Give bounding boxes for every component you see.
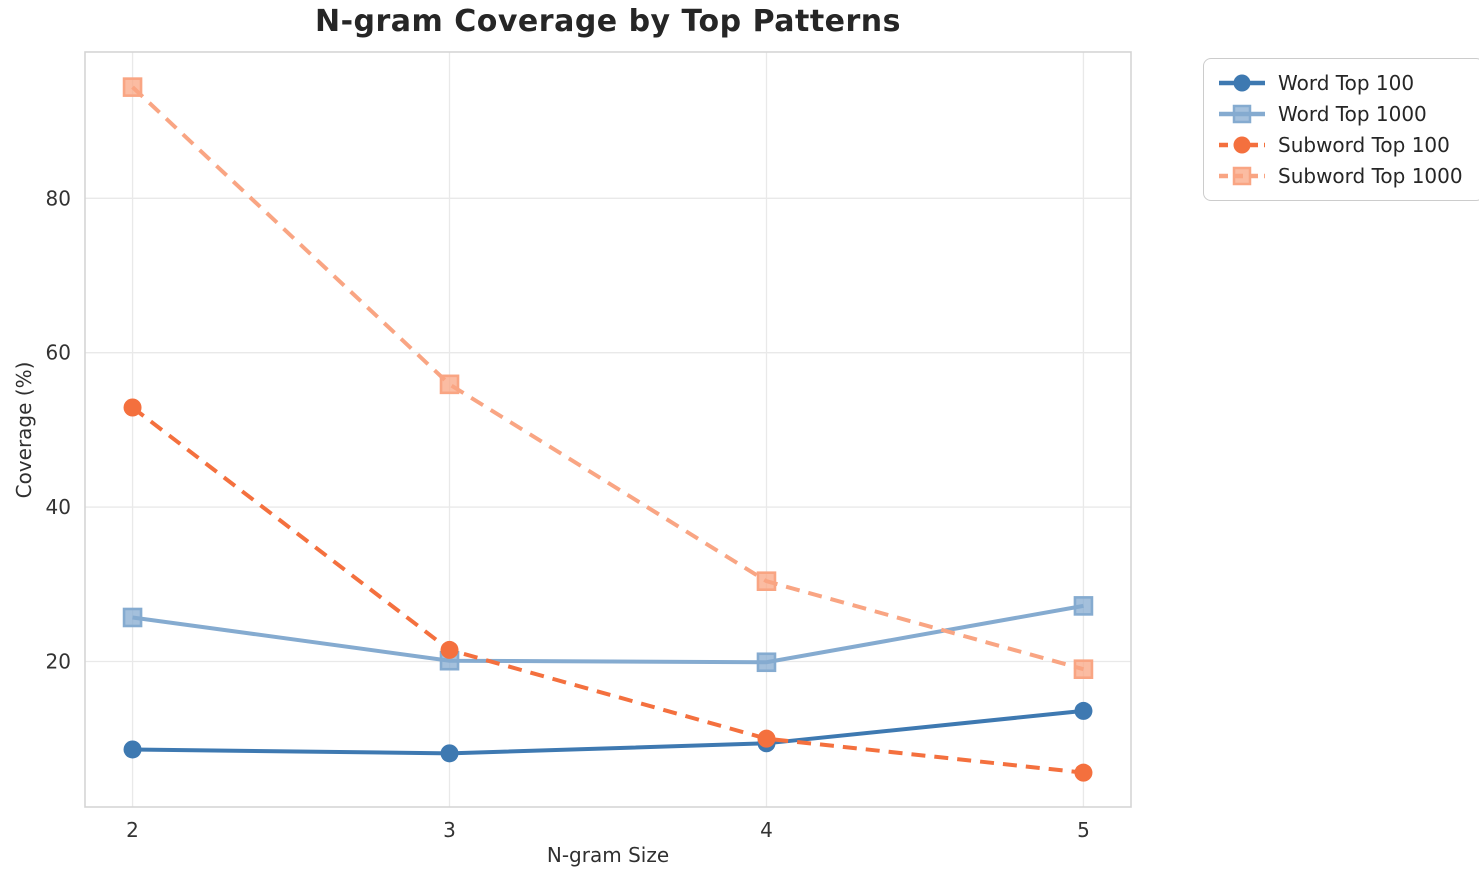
- series-subword-top-1000-marker: [1073, 659, 1094, 680]
- y-axis-label: Coverage (%): [12, 361, 36, 499]
- x-tick-label: 4: [760, 818, 773, 842]
- series-line-word-top-100: [132, 708, 1084, 756]
- x-tick-label: 2: [126, 818, 139, 842]
- y-tick-label: 40: [46, 495, 71, 519]
- series-subword-top-100-marker: [1074, 763, 1093, 782]
- series-line-subword-top-1000: [131, 85, 1084, 672]
- y-tick-label: 80: [46, 186, 71, 210]
- y-tick-label: 20: [46, 649, 71, 673]
- legend-sample-word-top-100: [1219, 74, 1265, 92]
- series-word-top-100-marker: [1074, 701, 1093, 720]
- legend-item-word-top-1000: Word Top 1000: [1218, 102, 1463, 126]
- series-subword-top-100-marker: [757, 729, 776, 748]
- legend-sample-subword-top-100: [1219, 136, 1265, 154]
- series-word-top-100-marker: [440, 744, 459, 763]
- legend-label: Word Top 1000: [1278, 102, 1427, 126]
- series-word-top-1000-marker: [122, 607, 143, 628]
- legend-label: Subword Top 100: [1278, 133, 1450, 157]
- legend-sample-subword-top-1000: [1219, 166, 1265, 186]
- x-axis-label: N-gram Size: [546, 843, 670, 867]
- x-tick-label: 5: [1077, 818, 1090, 842]
- legend-sample-word-top-1000: [1219, 104, 1265, 124]
- legend-item-subword-top-1000: Subword Top 1000: [1218, 164, 1463, 188]
- legend-label: Word Top 100: [1278, 71, 1415, 95]
- legend-item-word-top-100: Word Top 100: [1218, 71, 1463, 95]
- legend: Word Top 100 Word Top 1000 Subword Top 100…: [1203, 58, 1479, 201]
- series-subword-top-100-marker: [440, 640, 459, 659]
- series-word-top-1000-marker: [1073, 596, 1094, 616]
- chart-title: N-gram Coverage by Top Patterns: [314, 4, 902, 39]
- plot-border: [84, 51, 1132, 808]
- series-subword-top-1000-marker: [756, 571, 777, 591]
- series-subword-top-1000-marker: [439, 374, 460, 395]
- series-word-top-100-marker: [123, 740, 142, 759]
- legend-item-subword-top-100: Subword Top 100: [1218, 133, 1463, 157]
- series-word-top-1000-marker: [756, 652, 777, 673]
- legend-label: Subword Top 1000: [1278, 164, 1463, 188]
- y-tick-label: 60: [46, 341, 71, 365]
- series-subword-top-1000-marker: [122, 77, 143, 97]
- x-tick-label: 3: [443, 818, 456, 842]
- series-line-subword-top-100: [131, 405, 1084, 775]
- series-subword-top-100-marker: [123, 398, 142, 417]
- series-line-word-top-1000: [132, 603, 1084, 665]
